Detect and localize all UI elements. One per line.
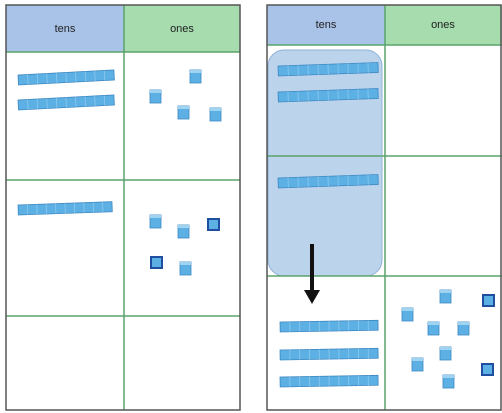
cube-top: [402, 308, 413, 311]
cube-top: [178, 106, 189, 109]
rod-segment: [75, 96, 77, 107]
rod-segment: [103, 70, 106, 81]
cube-top: [150, 215, 161, 218]
rod-segment: [46, 98, 48, 109]
rod-segment: [36, 73, 39, 85]
rod-segment: [36, 98, 39, 110]
cube-top: [443, 375, 454, 378]
cube-top: [178, 225, 189, 228]
cube-top: [210, 108, 221, 111]
one-square: [482, 294, 495, 307]
left-table: tens ones: [5, 4, 241, 411]
header-text: ones: [431, 19, 455, 31]
rod-segment: [55, 72, 58, 83]
rod-segment: [55, 97, 58, 108]
rod-segment: [75, 71, 77, 82]
cube-top: [412, 358, 423, 361]
header-cell: [6, 5, 124, 52]
table-border: [266, 4, 502, 411]
rod-segment: [84, 96, 87, 107]
header-text: ones: [170, 23, 194, 35]
header-text: tens: [316, 19, 337, 31]
arrow-head: [304, 290, 320, 304]
rod-segment: [65, 72, 67, 83]
cube-top: [180, 262, 191, 265]
one-square: [207, 218, 220, 231]
header-text: tens: [55, 23, 76, 35]
rod-segment: [94, 95, 96, 106]
rod-segment: [27, 74, 29, 85]
rod-segment: [46, 73, 48, 84]
regroup-highlight: [267, 49, 383, 277]
right-table: tens ones: [266, 4, 502, 411]
cube-top: [440, 290, 451, 293]
header-cell: [267, 5, 385, 45]
rod-segment: [94, 70, 96, 81]
cube-top: [190, 70, 201, 73]
rod-segment: [65, 97, 67, 108]
cube-top: [458, 322, 469, 325]
table-border: [5, 4, 241, 411]
one-square: [150, 256, 163, 269]
one-square: [481, 363, 494, 376]
cube-top: [150, 90, 161, 93]
rod-segment: [27, 99, 29, 110]
rod-segment: [84, 71, 87, 82]
cube-top: [428, 322, 439, 325]
header-cell: [124, 5, 240, 52]
header-cell: [385, 5, 502, 45]
rod-segment: [103, 95, 106, 106]
cube-top: [440, 347, 451, 350]
